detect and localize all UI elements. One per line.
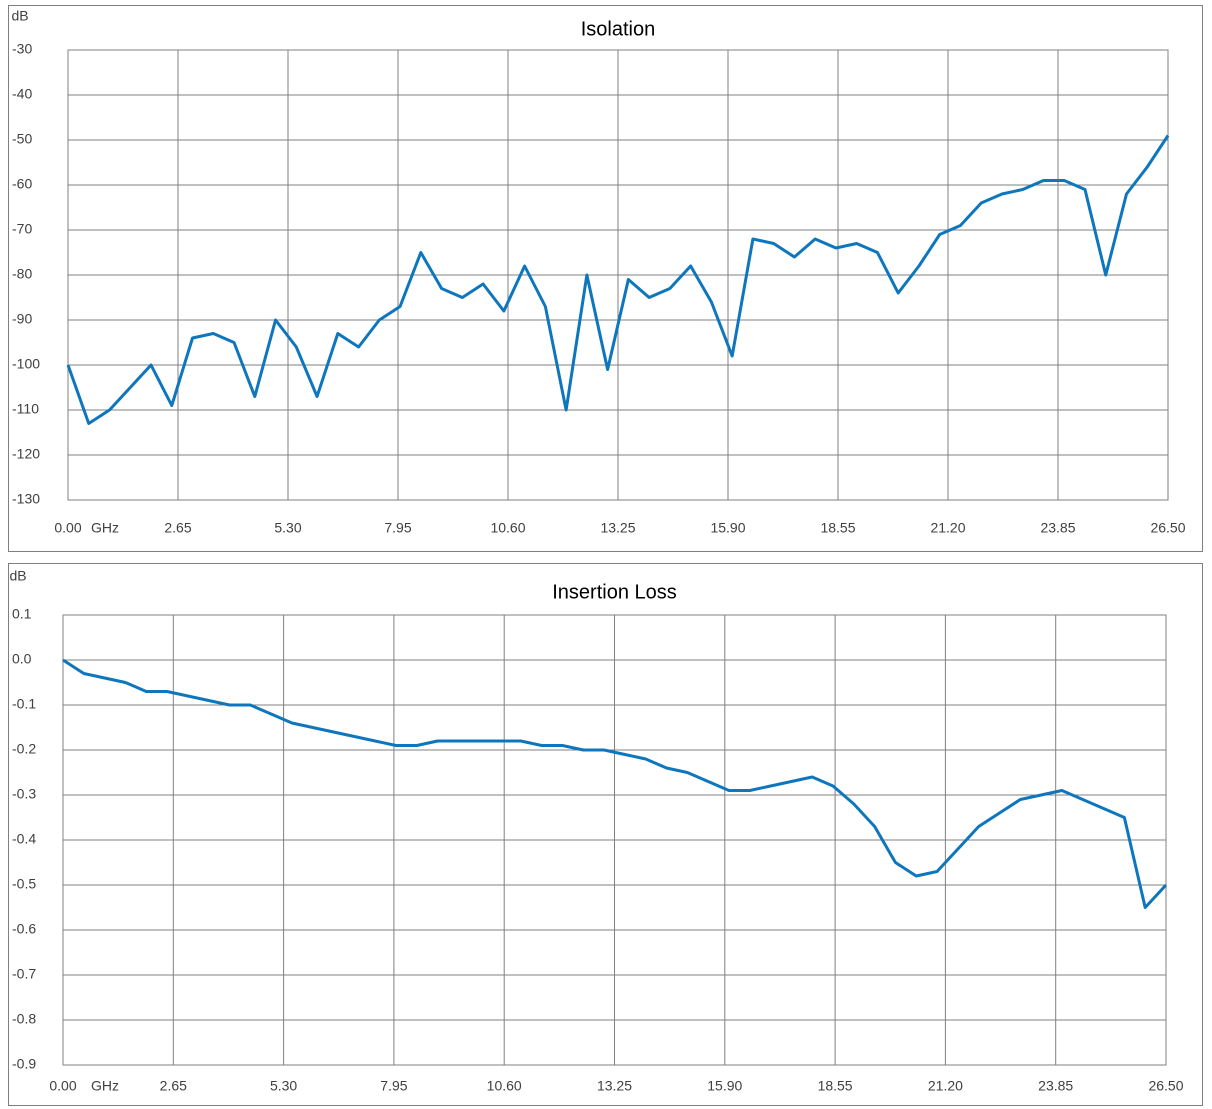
x-tick-label: 10.60: [487, 1078, 522, 1094]
x-tick-label: 13.25: [600, 520, 635, 536]
x-tick-label: 15.90: [710, 520, 745, 536]
x-tick-label: 21.20: [930, 520, 965, 536]
x-tick-label: 26.50: [1148, 1078, 1183, 1094]
y-tick-label: 0.0: [12, 651, 32, 667]
x-tick-label: 21.20: [928, 1078, 963, 1094]
x-tick-label: 0.00: [54, 520, 81, 536]
x-tick-label: 13.25: [597, 1078, 632, 1094]
y-tick-label: -0.5: [12, 876, 36, 892]
y-tick-label: -80: [12, 266, 32, 282]
chart-title: Insertion Loss: [552, 581, 677, 603]
x-tick-label: 2.65: [164, 520, 191, 536]
y-tick-label: -30: [12, 41, 32, 57]
x-tick-label: 23.85: [1038, 1078, 1073, 1094]
x-tick-label: 2.65: [160, 1078, 187, 1094]
y-tick-label: -110: [12, 401, 39, 417]
data-line: [66, 134, 1170, 425]
x-tick-label: 7.95: [380, 1078, 407, 1094]
y-tick-label: -0.7: [12, 966, 36, 982]
x-unit: GHz: [91, 1078, 119, 1094]
y-tick-label: -0.8: [12, 1011, 36, 1027]
y-tick-label: 0.1: [12, 606, 32, 622]
chart-frame: [8, 5, 1203, 552]
x-tick-label: 23.85: [1040, 520, 1075, 536]
x-unit: GHz: [91, 520, 119, 536]
y-tick-label: -0.9: [12, 1056, 36, 1072]
x-tick-label: 15.90: [707, 1078, 742, 1094]
x-tick-label: 18.55: [820, 520, 855, 536]
chart-title: Isolation: [581, 18, 656, 40]
y-tick-label: -0.2: [12, 741, 36, 757]
y-tick-label: -50: [12, 131, 32, 147]
x-tick-label: 7.95: [384, 520, 411, 536]
x-tick-label: 18.55: [818, 1078, 853, 1094]
y-tick-label: -0.4: [12, 831, 36, 847]
y-unit: dB: [11, 8, 28, 24]
y-tick-label: -130: [12, 491, 40, 507]
y-tick-label: -0.3: [12, 786, 36, 802]
x-tick-label: 10.60: [490, 520, 525, 536]
x-tick-label: 5.30: [274, 520, 301, 536]
y-tick-label: -100: [12, 356, 40, 372]
x-tick-label: 26.50: [1150, 520, 1185, 536]
y-tick-label: -90: [12, 311, 32, 327]
y-tick-label: -40: [12, 86, 32, 102]
y-tick-label: -70: [12, 221, 32, 237]
x-tick-label: 5.30: [270, 1078, 297, 1094]
y-tick-label: -0.1: [12, 696, 36, 712]
y-tick-label: -0.6: [12, 921, 36, 937]
y-unit: dB: [9, 568, 26, 584]
x-tick-label: 0.00: [49, 1078, 76, 1094]
y-tick-label: -60: [12, 176, 32, 192]
chart-frame: [8, 563, 1203, 1106]
data-line: [62, 658, 1168, 909]
y-tick-label: -120: [12, 446, 40, 462]
